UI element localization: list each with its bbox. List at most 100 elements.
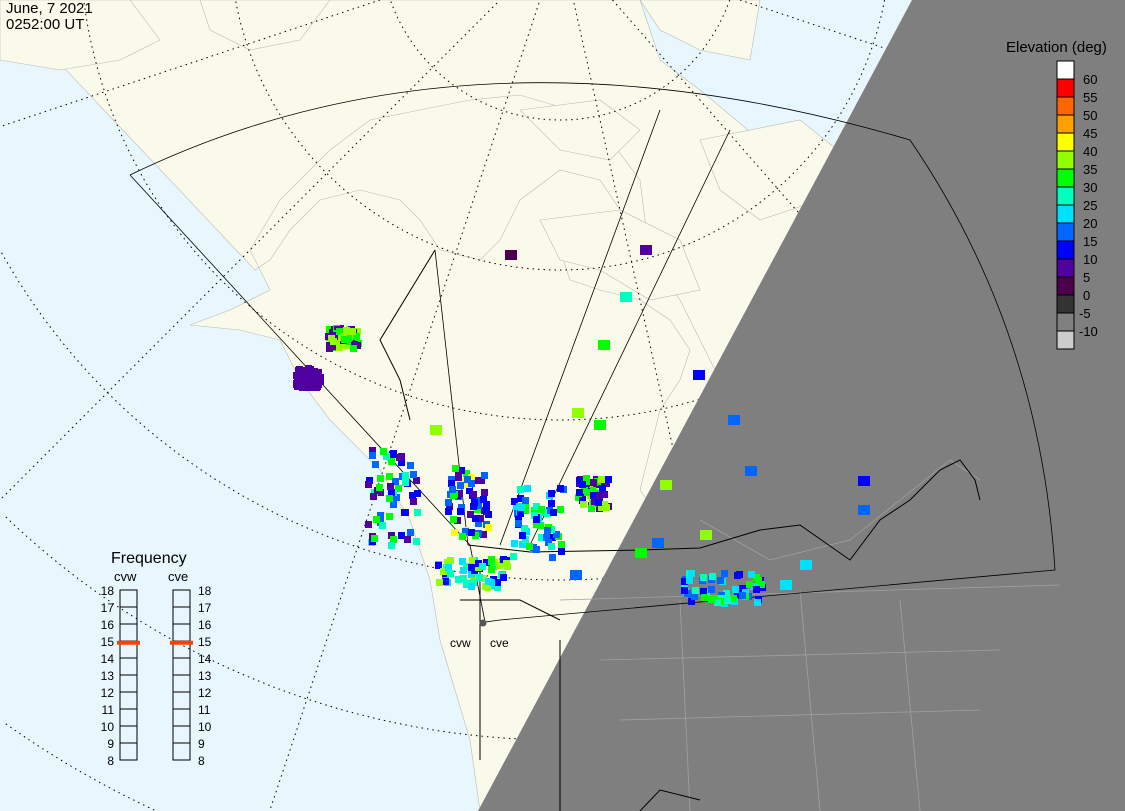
frequency-tick-label: 18 — [198, 584, 212, 598]
echo-cell — [858, 505, 870, 515]
echo-cell — [519, 532, 526, 539]
echo-cell — [413, 538, 420, 545]
echo-cell — [377, 512, 384, 519]
echo-cell — [476, 574, 483, 581]
echo-cell — [598, 481, 605, 488]
echo-cell — [511, 498, 518, 505]
echo-cell — [407, 462, 414, 469]
echo-cell — [475, 560, 482, 567]
echo-cell — [442, 578, 449, 585]
echo-cell — [304, 384, 311, 391]
frequency-tick-label: 13 — [100, 669, 114, 683]
echo-cell — [526, 543, 533, 550]
echo-cell — [475, 497, 482, 504]
echo-cell — [753, 586, 760, 593]
echo-cell — [404, 536, 411, 543]
colorbar-swatch — [1056, 78, 1075, 98]
echo-cell — [548, 490, 555, 497]
echo-cell — [475, 502, 482, 509]
frequency-tick-label: 8 — [107, 754, 114, 768]
echo-cell — [395, 485, 402, 492]
echo-cell — [481, 472, 488, 479]
echo-cell — [410, 498, 417, 505]
echo-cell — [452, 465, 459, 472]
colorbar-label: 55 — [1083, 90, 1098, 105]
echo-cell — [377, 475, 384, 482]
echo-cell — [445, 564, 452, 571]
echo-cell — [700, 574, 707, 581]
echo-cell — [576, 489, 583, 496]
echo-cell — [475, 520, 482, 527]
time-label: 0252:00 UT — [6, 16, 85, 33]
echo-cell — [595, 499, 602, 506]
echo-cell — [533, 521, 540, 528]
colorbar-label: -5 — [1079, 306, 1091, 321]
longitude-line — [270, 2, 540, 809]
echo-cell — [480, 575, 487, 582]
echo-cell — [688, 570, 695, 577]
echo-cell — [494, 579, 501, 586]
night-borders — [559, 459, 1061, 811]
echo-cell — [479, 563, 486, 570]
freq-radar-cve: cve — [168, 569, 189, 584]
echo-cell — [376, 484, 383, 491]
echo-cell — [409, 492, 416, 499]
echo-cell — [709, 573, 716, 580]
echo-cell — [524, 485, 531, 492]
echo-cell — [681, 578, 688, 585]
colorbar-label: 30 — [1083, 180, 1098, 195]
echo-cell — [472, 532, 479, 539]
echo-cell — [457, 508, 464, 515]
echo-cell — [517, 510, 524, 517]
colorbar-swatch — [1056, 330, 1075, 350]
echo-cell — [660, 480, 672, 490]
echo-cell — [590, 492, 597, 499]
echo-cell — [383, 453, 390, 460]
frequency-tick-label: 14 — [100, 652, 114, 666]
echo-cell — [351, 341, 358, 348]
echo-cell — [332, 343, 339, 350]
echo-cell — [455, 474, 462, 481]
frequency-tick-label: 9 — [198, 737, 205, 751]
echo-cell — [734, 592, 741, 599]
echo-cell — [332, 332, 339, 339]
frequency-tick-label: 16 — [198, 618, 212, 632]
echo-cell — [518, 504, 525, 511]
echo-cell — [451, 491, 458, 498]
colorbar-swatch — [1056, 258, 1075, 278]
echo-cell — [468, 583, 475, 590]
echo-cell — [596, 492, 603, 499]
echo-cell — [732, 586, 739, 593]
echo-cell — [635, 548, 647, 558]
echo-cell — [298, 379, 305, 386]
echo-cell — [462, 528, 469, 535]
echo-cell — [402, 479, 409, 486]
colorbar-label: 40 — [1083, 144, 1098, 159]
echo-cell — [480, 531, 487, 538]
echo-cell — [558, 548, 565, 555]
latitude-circle — [235, 0, 885, 271]
echo-cell — [311, 378, 318, 385]
echo-cell — [736, 571, 743, 578]
echo-cell — [336, 328, 343, 335]
colorbar-label: 20 — [1083, 216, 1098, 231]
echo-cell — [499, 560, 506, 567]
echo-cell — [485, 524, 492, 531]
echo-cell — [548, 543, 555, 550]
echo-cell — [505, 250, 517, 260]
echo-cell — [739, 592, 746, 599]
echo-cell — [369, 452, 376, 459]
echo-cell — [515, 516, 522, 523]
colorbar-swatch — [1056, 276, 1075, 296]
echo-cell — [315, 376, 322, 383]
echo-cell — [550, 509, 557, 516]
echo-cell — [354, 328, 361, 335]
echo-cell — [480, 496, 487, 503]
echo-cell — [598, 340, 610, 350]
colorbar-label: 50 — [1083, 108, 1098, 123]
echo-cell — [311, 368, 318, 375]
echo-cell — [730, 595, 737, 602]
echo-cell — [396, 454, 403, 461]
frequency-tick-label: 18 — [100, 584, 114, 598]
colorbar-label: 60 — [1083, 72, 1098, 87]
